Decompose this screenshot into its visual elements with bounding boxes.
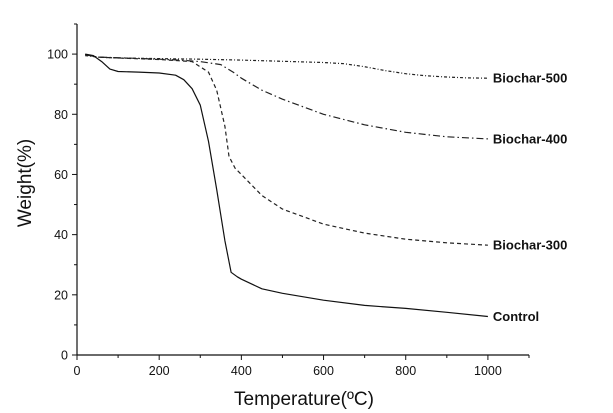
y-tick-label: 80 (54, 108, 68, 122)
x-tick-label: 200 (149, 364, 170, 378)
x-tick-label: 600 (313, 364, 334, 378)
series-line-biochar-400 (85, 54, 488, 140)
y-tick-label: 20 (54, 288, 68, 302)
series-label-biochar-400: Biochar-400 (493, 131, 567, 146)
series-line-biochar-300 (85, 54, 488, 246)
series-label-biochar-300: Biochar-300 (493, 238, 567, 253)
x-tick-label: 0 (74, 364, 81, 378)
y-tick-label: 60 (54, 168, 68, 182)
plot-area: 0 200 400 600 800 1000 0 20 40 60 80 100 Biochar-500… (47, 23, 567, 378)
x-tick-label: 400 (231, 364, 252, 378)
y-axis-title: Weight(%) (15, 139, 36, 227)
y-tick-label: 0 (61, 349, 68, 363)
x-tick-label: 1000 (474, 364, 502, 378)
x-axis-title: Temperature(ºC) (234, 389, 374, 410)
x-tick-label: 800 (395, 364, 416, 378)
y-tick-label: 100 (47, 48, 68, 62)
series-label-control: Control (493, 309, 539, 324)
series-line-control (85, 53, 488, 318)
series-label-biochar-500: Biochar-500 (493, 71, 567, 86)
y-tick-label: 40 (54, 228, 68, 242)
